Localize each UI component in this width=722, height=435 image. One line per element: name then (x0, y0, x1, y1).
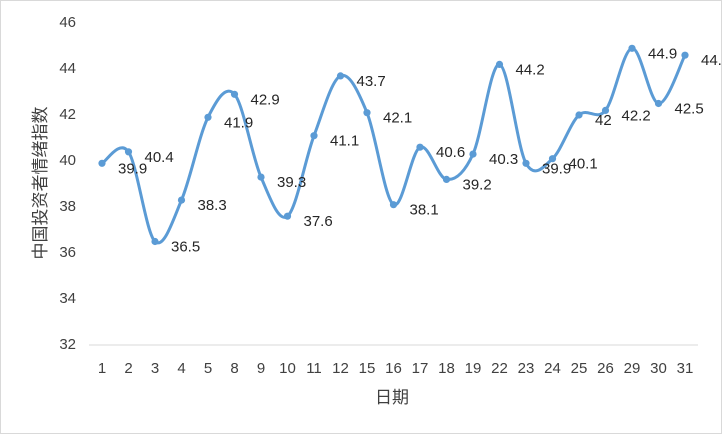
data-label: 44.2 (516, 61, 545, 78)
data-label: 39.9 (542, 160, 571, 177)
x-tick-label: 2 (124, 360, 132, 377)
x-tick-label: 8 (230, 360, 238, 377)
x-tick-label: 29 (624, 360, 641, 377)
data-label: 44.6 (701, 52, 722, 69)
x-tick-label: 1 (98, 360, 106, 377)
x-tick-label: 31 (677, 360, 694, 377)
y-tick-label: 38 (59, 198, 76, 215)
data-label: 40.4 (145, 149, 174, 166)
y-tick-label: 42 (59, 106, 76, 123)
y-tick-label: 40 (59, 152, 76, 169)
data-label: 42.1 (383, 110, 412, 127)
x-tick-label: 9 (257, 360, 265, 377)
data-label: 42 (595, 112, 612, 129)
y-tick-label: 36 (59, 244, 76, 261)
data-label: 42.2 (622, 107, 651, 124)
y-axis-title: 中国投资者情绪指数 (31, 107, 51, 260)
data-label: 38.1 (410, 202, 439, 219)
data-label: 44.9 (648, 45, 677, 62)
x-tick-label: 11 (306, 360, 322, 377)
data-point (151, 237, 159, 246)
x-tick-label: 30 (650, 360, 667, 377)
data-point (548, 155, 557, 163)
x-tick-label: 25 (571, 360, 588, 377)
data-point (283, 212, 292, 220)
data-point (469, 150, 477, 158)
data-label: 39.2 (463, 176, 492, 193)
x-tick-label: 16 (385, 360, 402, 377)
data-point (230, 90, 239, 98)
data-point (442, 175, 451, 183)
data-label: 39.3 (277, 174, 306, 191)
x-tick-label: 23 (518, 360, 535, 377)
data-point (628, 44, 636, 52)
data-point (363, 109, 371, 117)
y-tick-label: 34 (59, 290, 76, 307)
data-point (522, 159, 530, 167)
data-point (336, 72, 345, 80)
data-point (124, 148, 133, 156)
y-axis-ticks: 32 34 36 38 40 42 44 46 (59, 14, 76, 353)
data-label: 42.9 (251, 91, 280, 108)
data-label: 40.1 (569, 156, 598, 173)
data-label: 41.1 (330, 133, 359, 150)
data-label: 36.5 (171, 238, 200, 255)
y-tick-label: 32 (59, 336, 76, 353)
x-tick-label: 3 (151, 360, 159, 377)
data-points (98, 44, 689, 246)
data-label: 40.6 (436, 144, 465, 161)
x-tick-label: 15 (359, 360, 376, 377)
data-label: 41.9 (224, 114, 253, 131)
data-label: 37.6 (304, 213, 333, 230)
data-labels: 39.940.436.538.341.942.939.337.641.143.7… (118, 45, 722, 255)
x-tick-label: 26 (597, 360, 614, 377)
data-point (495, 60, 504, 68)
series-line (100, 46, 687, 245)
x-axis-title: 日期 (375, 388, 409, 408)
data-point (654, 99, 663, 108)
data-point (177, 196, 186, 204)
data-point (681, 51, 689, 59)
x-tick-label: 24 (544, 360, 561, 377)
x-tick-label: 10 (279, 360, 296, 377)
data-label: 38.3 (198, 197, 227, 214)
x-tick-label: 5 (204, 360, 212, 377)
x-tick-label: 12 (332, 360, 349, 377)
data-point (389, 201, 398, 209)
x-tick-label: 17 (412, 360, 429, 377)
x-tick-label: 19 (465, 360, 482, 377)
data-point (310, 132, 318, 140)
y-tick-label: 46 (59, 14, 76, 31)
data-point (601, 106, 610, 114)
data-point (257, 173, 265, 181)
x-tick-label: 22 (491, 360, 508, 377)
x-tick-label: 4 (177, 360, 185, 377)
data-point (416, 143, 424, 151)
x-tick-label: 18 (438, 360, 455, 377)
data-point (98, 159, 106, 167)
data-point (204, 113, 212, 121)
data-label: 40.3 (489, 151, 518, 168)
y-tick-label: 44 (59, 60, 76, 77)
data-label: 42.5 (675, 100, 704, 117)
data-label: 39.9 (118, 160, 147, 177)
data-label: 43.7 (357, 73, 386, 90)
data-point (575, 111, 583, 119)
x-axis-ticks: 1 2 3 4 5 8 9 10 11 12 15 16 17 18 19 22 23 24 25 26 29 30 31 (98, 360, 694, 377)
